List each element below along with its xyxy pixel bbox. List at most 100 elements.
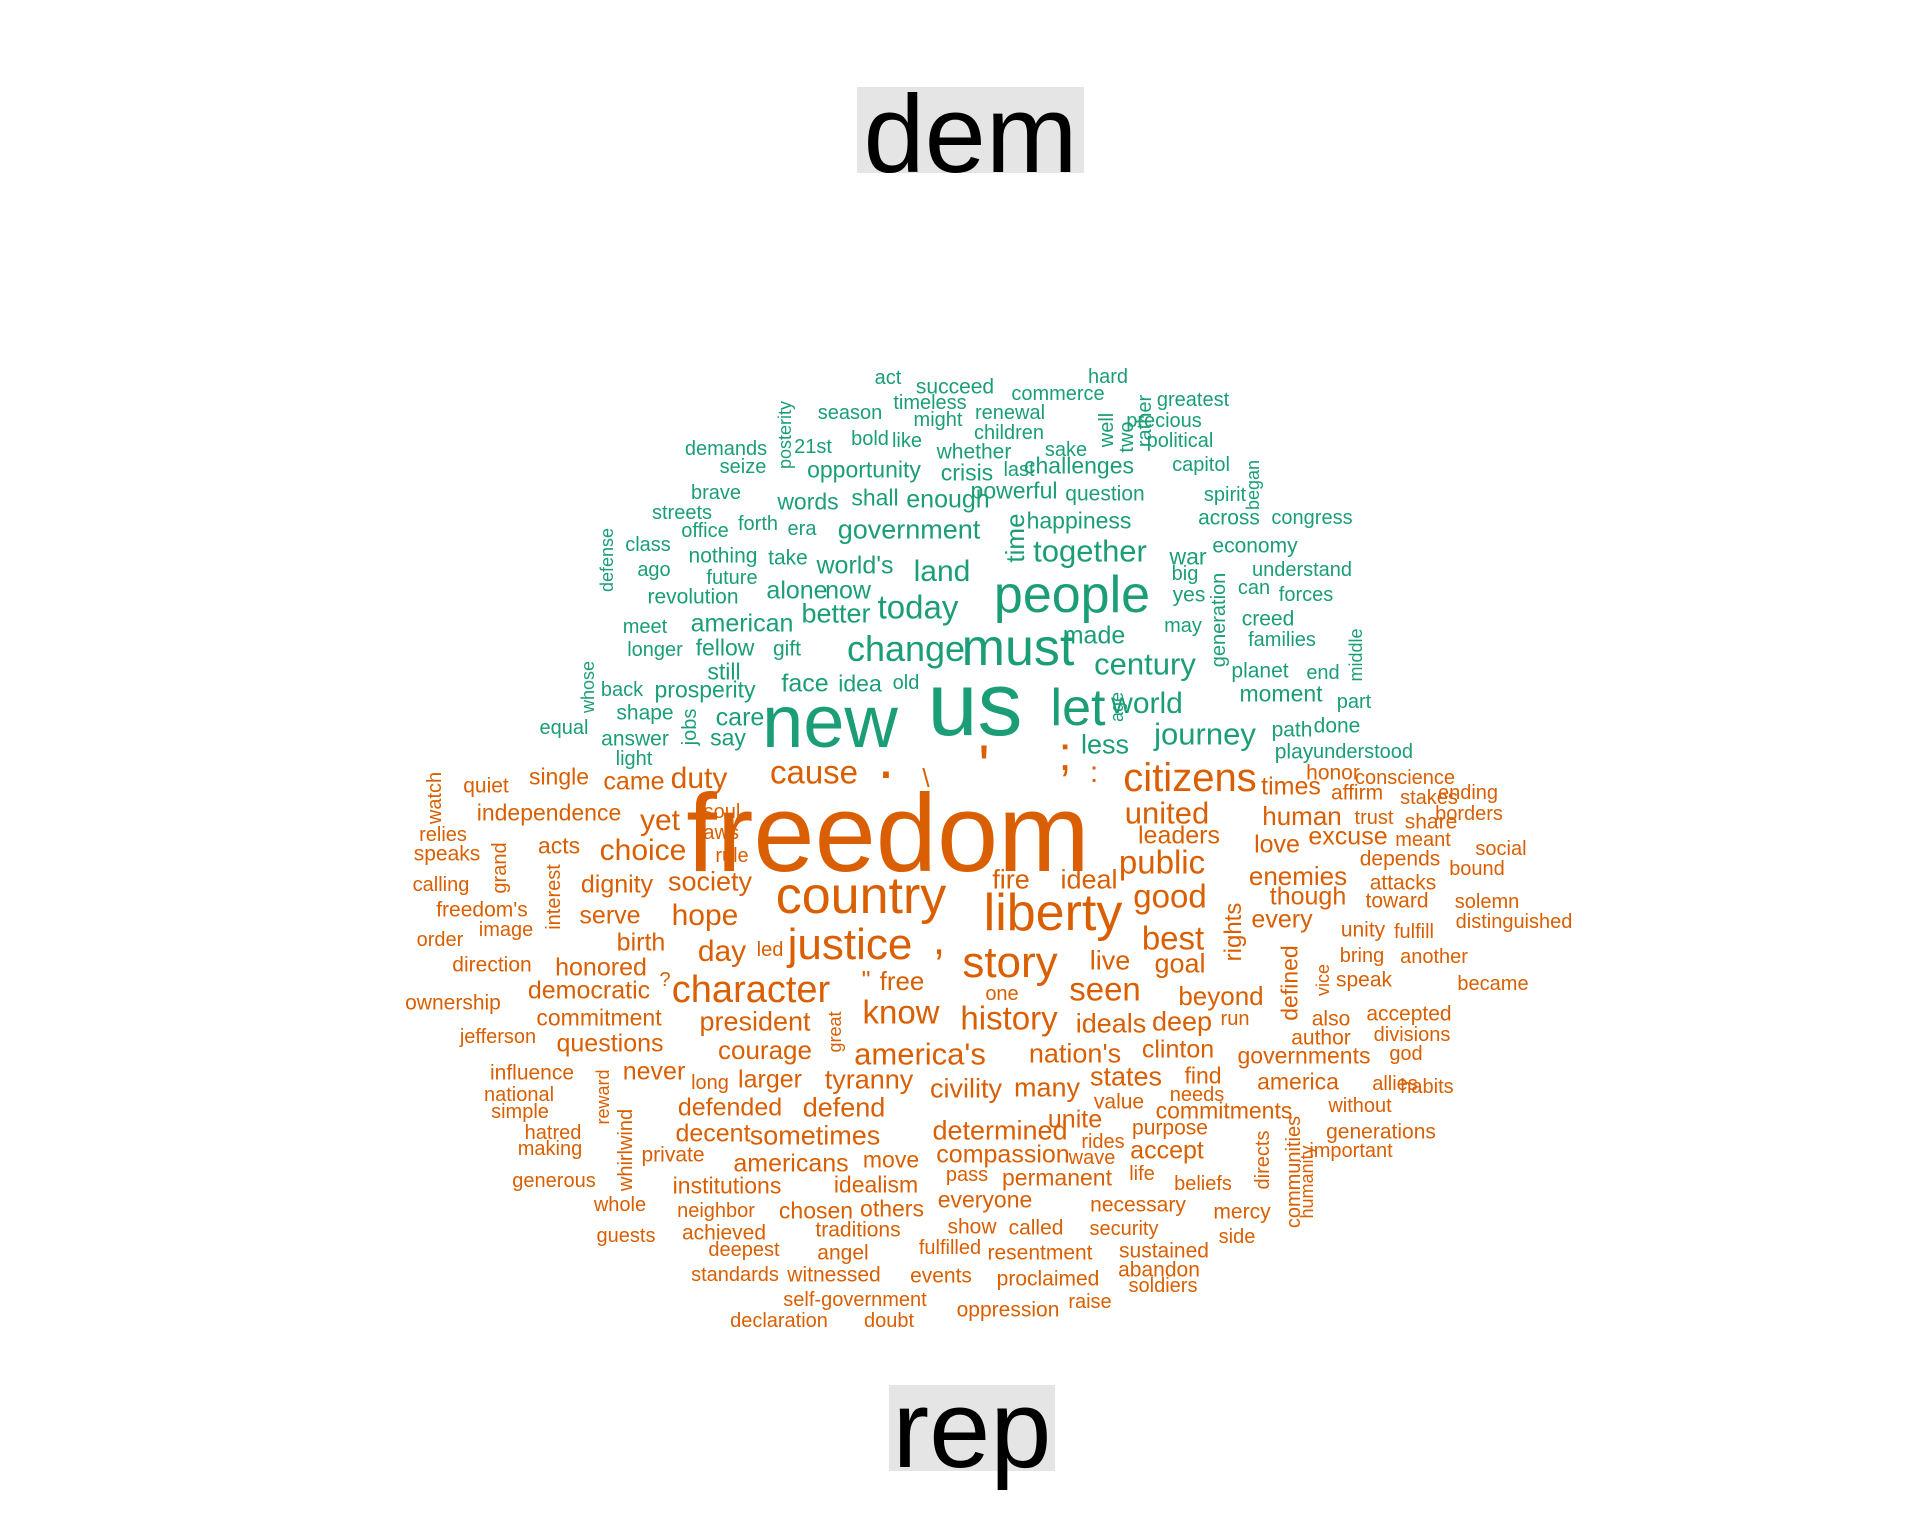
word-rep-vice: vice [1313,963,1333,997]
word-dem-congress: congress [1271,507,1353,529]
word-rep-toward: toward [1365,889,1429,913]
word-rep-fulfilled: fulfilled [918,1237,982,1259]
word-rep-love: love [1254,830,1300,859]
word-dem-crisis: crisis [940,459,994,486]
word-dem-planet: planet [1231,659,1289,683]
word-rep-punct-111: \ [922,763,930,793]
word-dem-care: care [715,703,765,732]
word-dem-powerful: powerful [970,477,1058,504]
word-dem-century: century [1094,646,1196,682]
word-dem-question: question [1065,482,1145,506]
word-rep-society: society [667,866,753,897]
word-rep-though: though [1269,882,1347,911]
word-dem-seize: seize [719,456,767,478]
word-rep-goal: goal [1154,948,1206,979]
word-dem-economy: economy [1212,534,1298,558]
word-dem-shall: shall [851,484,899,511]
word-dem-forces: forces [1278,584,1334,606]
word-dem-political: political [1146,430,1214,452]
word-dem-sake: sake [1044,439,1088,461]
word-rep-quiet: quiet [463,774,509,798]
word-rep-acts: acts [537,832,581,859]
word-rep-defend: defend [802,1092,886,1123]
word-dem-capitol: capitol [1172,454,1230,476]
word-dem-people: people [993,566,1151,624]
word-dem-face: face [781,669,829,698]
word-rep-determined: determined [932,1115,1068,1146]
word-dem-season: season [817,402,883,424]
word-dem-shape: shape [616,701,674,725]
word-rep-deep: deep [1151,1006,1213,1037]
word-rep-america: america [1257,1068,1339,1095]
word-rep-author: author [1291,1026,1351,1050]
word-rep-doubt: doubt [863,1310,915,1332]
word-rep-beyond: beyond [1178,981,1264,1011]
word-rep-cause: cause [769,753,859,791]
word-rep-sometimes: sometimes [749,1120,881,1151]
word-rep-defended: defended [677,1093,783,1122]
word-rep-deepest: deepest [708,1239,780,1261]
word-rep-idealism: idealism [833,1171,919,1198]
word-rep-solemn: solemn [1454,891,1520,913]
group-label-rep: rep [889,1375,1055,1485]
word-dem-government: government [837,514,981,545]
word-rep-image: image [478,919,534,941]
word-dem-change: change [846,628,966,669]
word-rep-liberty: liberty [983,884,1123,942]
word-rep-character: character [671,969,831,1011]
word-rep-public: public [1118,843,1206,881]
word-rep-birth: birth [616,928,666,957]
word-rep-abandon: abandon [1118,1258,1200,1282]
word-dem-american: american [690,609,794,638]
word-rep-others: others [860,1195,924,1222]
word-rep-great: great [825,1011,845,1053]
word-rep-punct-112: ' [978,733,990,800]
word-rep-reward: reward [593,1069,613,1125]
word-rep-serve: serve [579,901,641,930]
word-rep-private: private [641,1143,705,1167]
word-dem-nothing: nothing [688,544,758,568]
word-dem-bold: bold [851,428,889,450]
word-rep-americans: americans [733,1149,849,1178]
word-rep-called: called [1008,1216,1064,1240]
word-rep-rule: rule [715,845,749,867]
word-rep-also: also [1311,1007,1351,1031]
word-dem-us: us [927,655,1023,755]
word-rep-democratic: democratic [527,976,651,1005]
word-rep-civility: civility [930,1073,1002,1104]
word-dem-let: let [1050,679,1106,737]
word-rep-speaks: speaks [413,842,481,866]
word-rep-habits: habits [1400,1076,1454,1098]
word-dem-timeless: timeless [893,392,967,414]
word-rep-guests: guests [596,1225,656,1247]
word-rep-punct-176: , [932,915,946,964]
word-rep-questions: questions [556,1029,664,1058]
word-dem-idea: idea [838,670,882,697]
word-dem-gift: gift [772,637,802,661]
word-rep-another: another [1400,946,1468,968]
word-dem-like: like [891,430,923,452]
word-dem-world: world [1111,687,1183,720]
word-rep-resentment: resentment [987,1241,1093,1265]
word-rep-punct-110: . [877,724,895,791]
word-dem-streets: streets [651,502,713,524]
word-rep-soul: soul [703,801,741,823]
word-dem-jobs: jobs [679,708,701,746]
word-rep-god: god [1389,1043,1423,1065]
word-dem-creed: creed [1241,607,1295,631]
word-dem-21st: 21st [794,436,832,458]
group-label-dem: dem [857,80,1084,190]
word-rep-story: story [962,938,1058,987]
word-rep-side: side [1218,1226,1256,1248]
word-rep-permanent: permanent [1002,1164,1112,1191]
word-dem-yes: yes [1172,583,1206,607]
word-dem-across: across [1198,506,1260,530]
word-dem-act: act [874,367,902,389]
word-dem-class: class [625,534,671,556]
word-rep-needs: needs [1169,1084,1225,1106]
word-rep-depends: depends [1359,847,1441,871]
word-dem-moment: moment [1239,680,1323,707]
word-rep-grand: grand [489,842,511,894]
word-dem-together: together [1033,533,1147,569]
word-rep-times: times [1261,772,1321,801]
